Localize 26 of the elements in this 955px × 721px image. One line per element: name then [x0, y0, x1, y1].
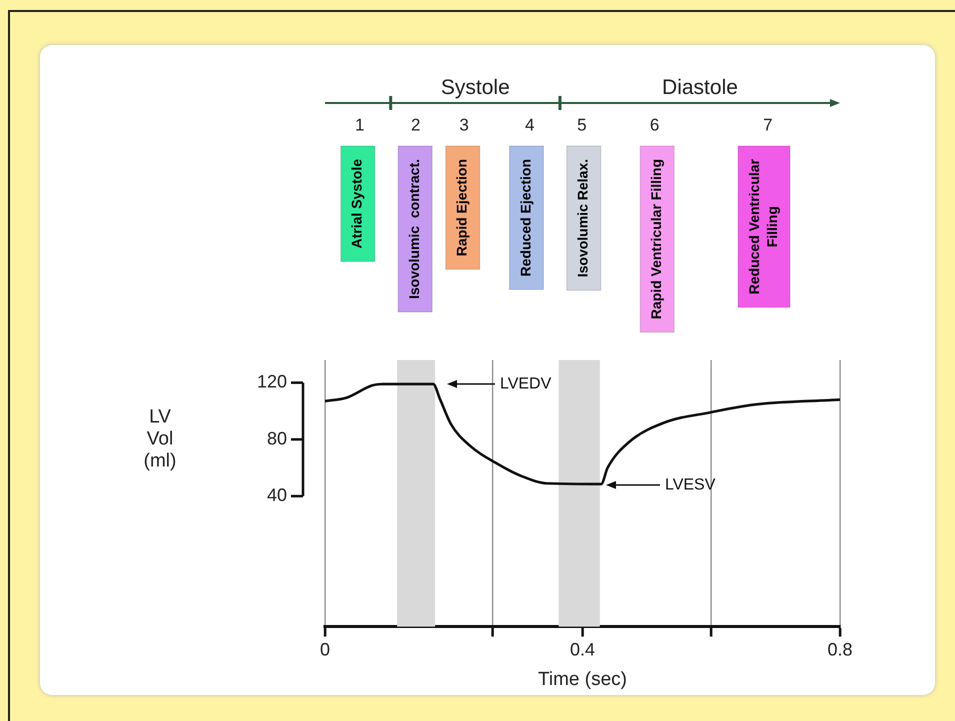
- text: Systole: [440, 76, 510, 99]
- text: 4: [524, 116, 534, 135]
- text: 7: [763, 116, 773, 135]
- y-axis-title: LV Vol (ml): [144, 406, 176, 472]
- x-axis-title: Time (sec): [538, 668, 628, 690]
- text: 3: [459, 116, 469, 135]
- text: 2: [411, 116, 421, 135]
- text: Rapid Ventricular Filling: [648, 159, 664, 320]
- text: 1: [355, 116, 364, 135]
- text: Diastole: [662, 76, 738, 99]
- annotation: LVEDV: [500, 375, 552, 392]
- text: Atrial Systole: [348, 158, 365, 248]
- text: Reduced Ventricular Filling: [746, 158, 780, 294]
- y-tick-label: 40: [266, 485, 287, 506]
- y-tick-label: 120: [256, 372, 287, 392]
- text: 5: [577, 116, 587, 135]
- annotation: LVESV: [665, 476, 716, 494]
- x-tick-label: 0.8: [827, 639, 853, 660]
- x-tick-label: 0: [320, 639, 330, 660]
- text: Isovolumic Relax.: [574, 158, 591, 278]
- x-tick-label: 0.4: [570, 639, 596, 660]
- text: Rapid Ejection: [454, 159, 470, 256]
- text: 6: [650, 116, 660, 135]
- text: Isovolumic contract.: [406, 158, 422, 300]
- y-tick-label: 80: [266, 428, 287, 448]
- text: Reduced Ejection: [517, 159, 534, 276]
